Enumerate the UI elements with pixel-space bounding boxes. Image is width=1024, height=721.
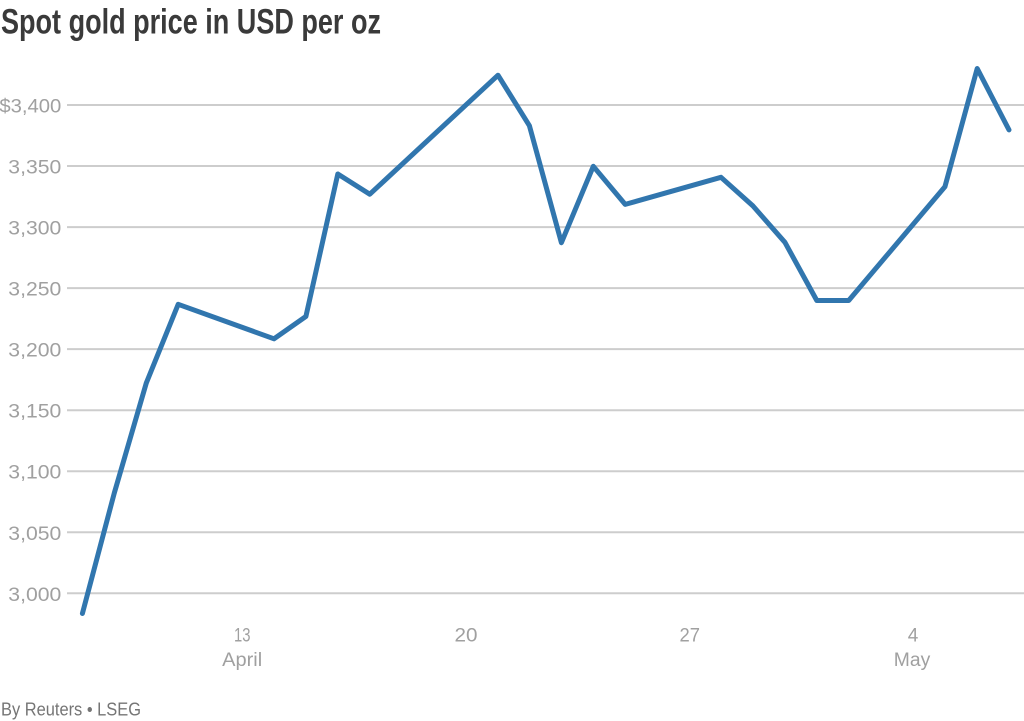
svg-text:13: 13 (234, 626, 251, 647)
svg-text:4: 4 (908, 626, 919, 647)
svg-text:3,300: 3,300 (8, 219, 61, 240)
svg-text:3,250: 3,250 (8, 280, 61, 301)
svg-text:3,050: 3,050 (8, 524, 61, 545)
svg-text:April: April (222, 650, 262, 671)
svg-text:$3,400: $3,400 (0, 97, 61, 118)
svg-text:3,000: 3,000 (8, 585, 61, 606)
svg-text:3,200: 3,200 (8, 341, 61, 362)
svg-text:20: 20 (455, 626, 478, 647)
svg-text:3,150: 3,150 (8, 402, 61, 423)
svg-text:May: May (894, 650, 931, 671)
svg-text:27: 27 (680, 626, 701, 647)
svg-text:Spot gold price in USD per oz: Spot gold price in USD per oz (1, 3, 381, 42)
svg-text:3,350: 3,350 (8, 158, 61, 179)
svg-text:3,100: 3,100 (8, 463, 61, 484)
svg-text:By Reuters • LSEG: By Reuters • LSEG (1, 700, 141, 720)
